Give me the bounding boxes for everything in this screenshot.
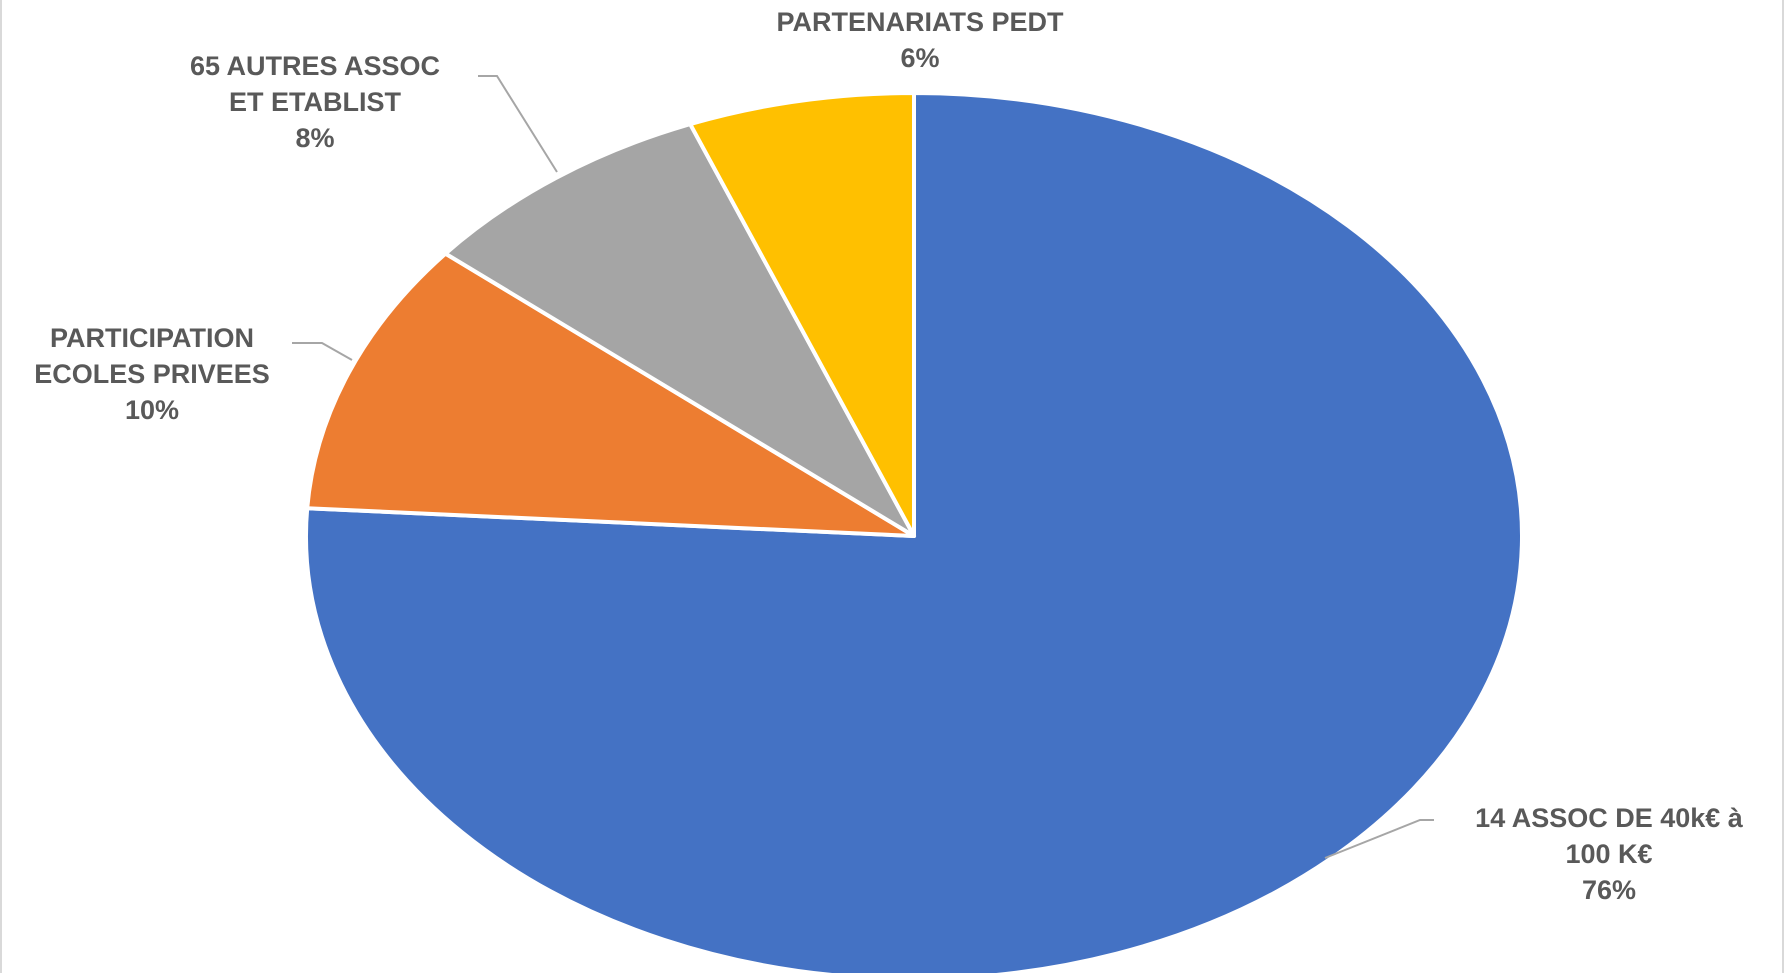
data-label-ecoles: PARTICIPATION ECOLES PRIVEES 10% xyxy=(34,320,270,428)
data-label-autres: 65 AUTRES ASSOC ET ETABLIST 8% xyxy=(190,48,440,156)
data-label-ecoles-name-2: ECOLES PRIVEES xyxy=(34,359,270,389)
leader-line-autres xyxy=(478,75,558,173)
data-label-assoc14-percent: 76% xyxy=(1581,875,1637,905)
data-label-ecoles-percent: 10% xyxy=(124,395,180,425)
data-label-assoc14-name-2: 100 K€ xyxy=(1565,839,1653,869)
data-label-ecoles-name-1: PARTICIPATION xyxy=(49,323,254,353)
data-label-autres-name-2: ET ETABLIST xyxy=(229,87,401,117)
data-label-autres-percent: 8% xyxy=(295,123,335,153)
pie-slice-ecoles xyxy=(305,251,916,538)
data-label-assoc14-name-1: 14 ASSOC DE 40k€ à xyxy=(1475,803,1743,833)
leader-lines-layer xyxy=(292,75,1434,859)
pie-slice-pedt xyxy=(688,91,916,538)
data-label-autres-name-1: 65 AUTRES ASSOC xyxy=(189,51,441,81)
data-label-pedt-name-1: PARTENARIATS PEDT xyxy=(776,7,1064,37)
pie-slice-autres xyxy=(443,122,916,538)
pie-slice-assoc14 xyxy=(304,91,1524,973)
leader-line-ecoles xyxy=(292,342,353,361)
data-label-assoc14: 14 ASSOC DE 40k€ à 100 K€ 76% xyxy=(1475,800,1743,908)
data-label-pedt-percent: 6% xyxy=(900,43,940,73)
data-label-pedt: PARTENARIATS PEDT 6% xyxy=(776,4,1063,76)
slices-layer xyxy=(304,91,1524,973)
leader-line-assoc14 xyxy=(1324,819,1434,859)
